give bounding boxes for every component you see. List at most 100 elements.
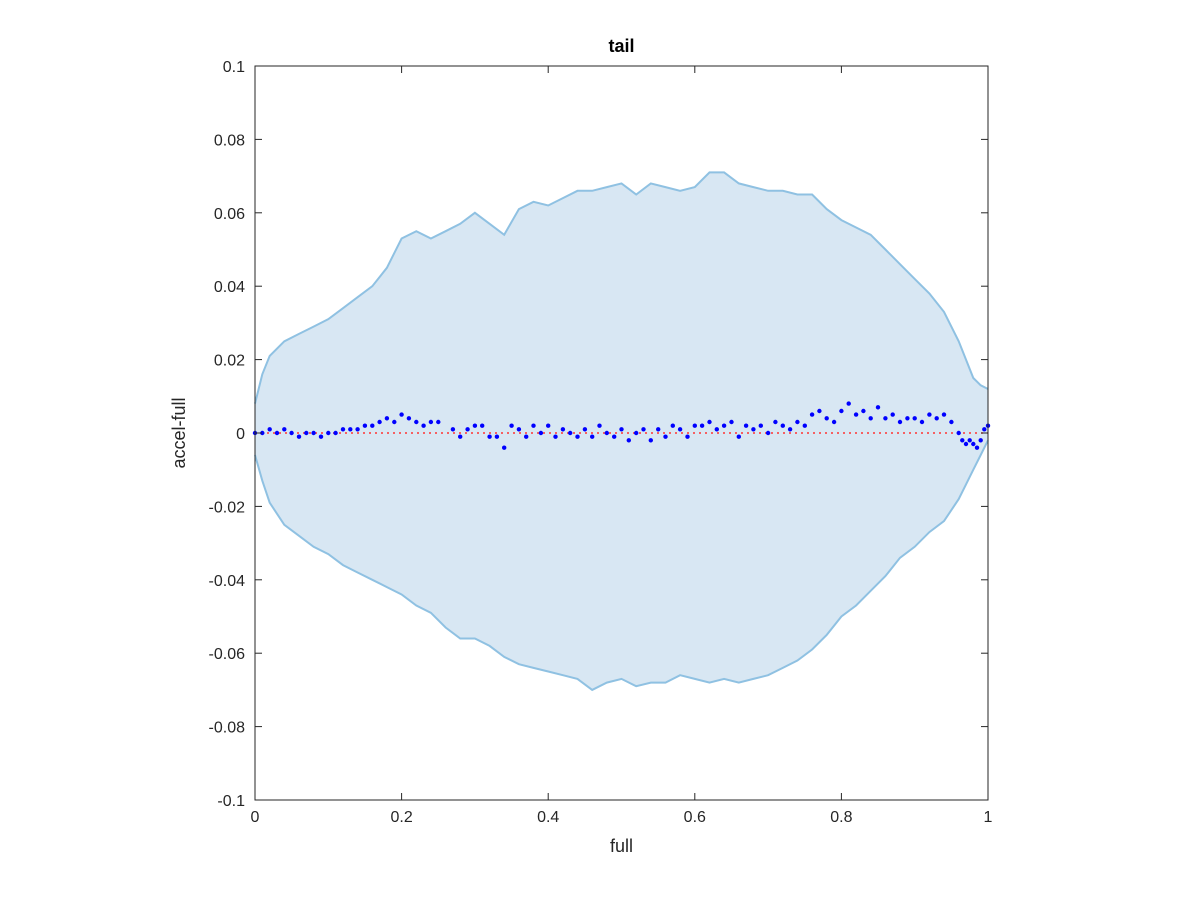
data-point	[326, 430, 331, 436]
data-point	[956, 430, 961, 436]
data-point	[414, 419, 419, 425]
data-point	[311, 430, 316, 436]
data-point	[656, 427, 661, 432]
x-tick-label: 0	[251, 809, 260, 826]
data-point	[677, 427, 683, 432]
y-tick-label: 0.06	[214, 206, 245, 223]
y-tick-label: -0.02	[209, 499, 246, 516]
data-point	[590, 434, 595, 439]
data-point	[465, 427, 470, 432]
x-tick-label: 0.6	[684, 809, 706, 826]
x-tick-label: 1	[984, 809, 993, 826]
data-point	[626, 438, 631, 443]
data-point	[773, 419, 778, 425]
data-point	[963, 441, 969, 447]
data-point	[846, 401, 851, 406]
band-upper-edge	[254, 171, 989, 404]
data-point	[480, 423, 485, 428]
data-point	[824, 416, 829, 421]
data-point	[802, 423, 807, 428]
y-axis-label: accel-full	[169, 397, 189, 468]
data-point	[582, 427, 588, 432]
x-tick-label: 0.2	[390, 809, 412, 826]
y-tick-label: -0.04	[209, 573, 246, 590]
data-point	[685, 434, 690, 439]
data-point	[428, 419, 434, 425]
data-point	[553, 434, 558, 439]
data-point	[377, 419, 382, 425]
data-point	[809, 412, 815, 417]
data-point	[509, 423, 514, 428]
x-axis-label: full	[610, 836, 633, 856]
data-point	[960, 438, 965, 443]
data-point	[472, 423, 478, 428]
data-point	[260, 430, 265, 436]
data-point	[971, 441, 976, 447]
data-point	[817, 408, 822, 414]
data-point	[619, 427, 624, 432]
data-point	[406, 416, 412, 421]
data-point	[384, 416, 390, 421]
data-point	[853, 412, 859, 417]
data-point	[370, 423, 375, 428]
data-point	[304, 430, 309, 436]
data-point	[919, 419, 925, 425]
data-point	[568, 430, 573, 436]
data-point	[974, 445, 980, 450]
data-point	[949, 419, 954, 425]
data-point	[861, 408, 866, 414]
data-point	[927, 412, 932, 417]
data-point	[282, 427, 287, 432]
data-point	[663, 434, 668, 439]
data-point	[743, 423, 749, 428]
data-point	[736, 434, 741, 439]
data-point	[890, 412, 895, 417]
data-point	[795, 419, 800, 425]
data-point	[780, 423, 785, 428]
data-point	[787, 427, 793, 432]
data-point	[758, 423, 763, 428]
data-point	[875, 405, 881, 410]
data-point	[318, 434, 324, 439]
data-point	[296, 434, 302, 439]
data-point	[934, 416, 939, 421]
data-point	[267, 427, 272, 432]
data-point	[648, 438, 653, 443]
y-tick-label: 0.04	[214, 279, 245, 296]
data-point	[392, 419, 397, 425]
data-point	[450, 427, 456, 432]
data-point	[714, 427, 719, 432]
data-point	[897, 419, 903, 425]
y-tick-label: -0.08	[209, 720, 246, 737]
band-lower-edge	[254, 439, 989, 692]
data-point	[340, 427, 346, 432]
data-point	[941, 412, 947, 417]
y-tick-label: 0.02	[214, 353, 245, 370]
data-point	[421, 423, 426, 428]
data-point	[721, 423, 727, 428]
data-point	[546, 423, 551, 428]
data-point	[641, 427, 646, 432]
data-point	[274, 430, 280, 436]
x-tick-label: 0.8	[830, 809, 852, 826]
data-point	[604, 430, 609, 436]
data-point	[967, 438, 972, 443]
chart-title: tail	[608, 36, 634, 56]
y-tick-label: 0.1	[223, 59, 245, 76]
data-point	[538, 430, 544, 436]
data-point	[516, 427, 522, 432]
data-point	[524, 434, 529, 439]
data-point	[348, 427, 353, 432]
axis-ticks: 0 0.2 0.4 0.6 0.8 1 0.1 0.08 0.06 0.04 0.02 0 -0.02 -…	[209, 59, 993, 826]
data-point	[560, 427, 566, 432]
data-point	[699, 423, 705, 428]
data-point	[362, 423, 368, 428]
data-point	[458, 434, 463, 439]
data-point	[692, 423, 697, 428]
data-point	[868, 416, 873, 421]
data-point	[831, 419, 837, 425]
data-point	[355, 427, 360, 432]
data-point	[765, 430, 771, 436]
data-point	[729, 419, 734, 425]
y-tick-label: -0.06	[209, 646, 246, 663]
